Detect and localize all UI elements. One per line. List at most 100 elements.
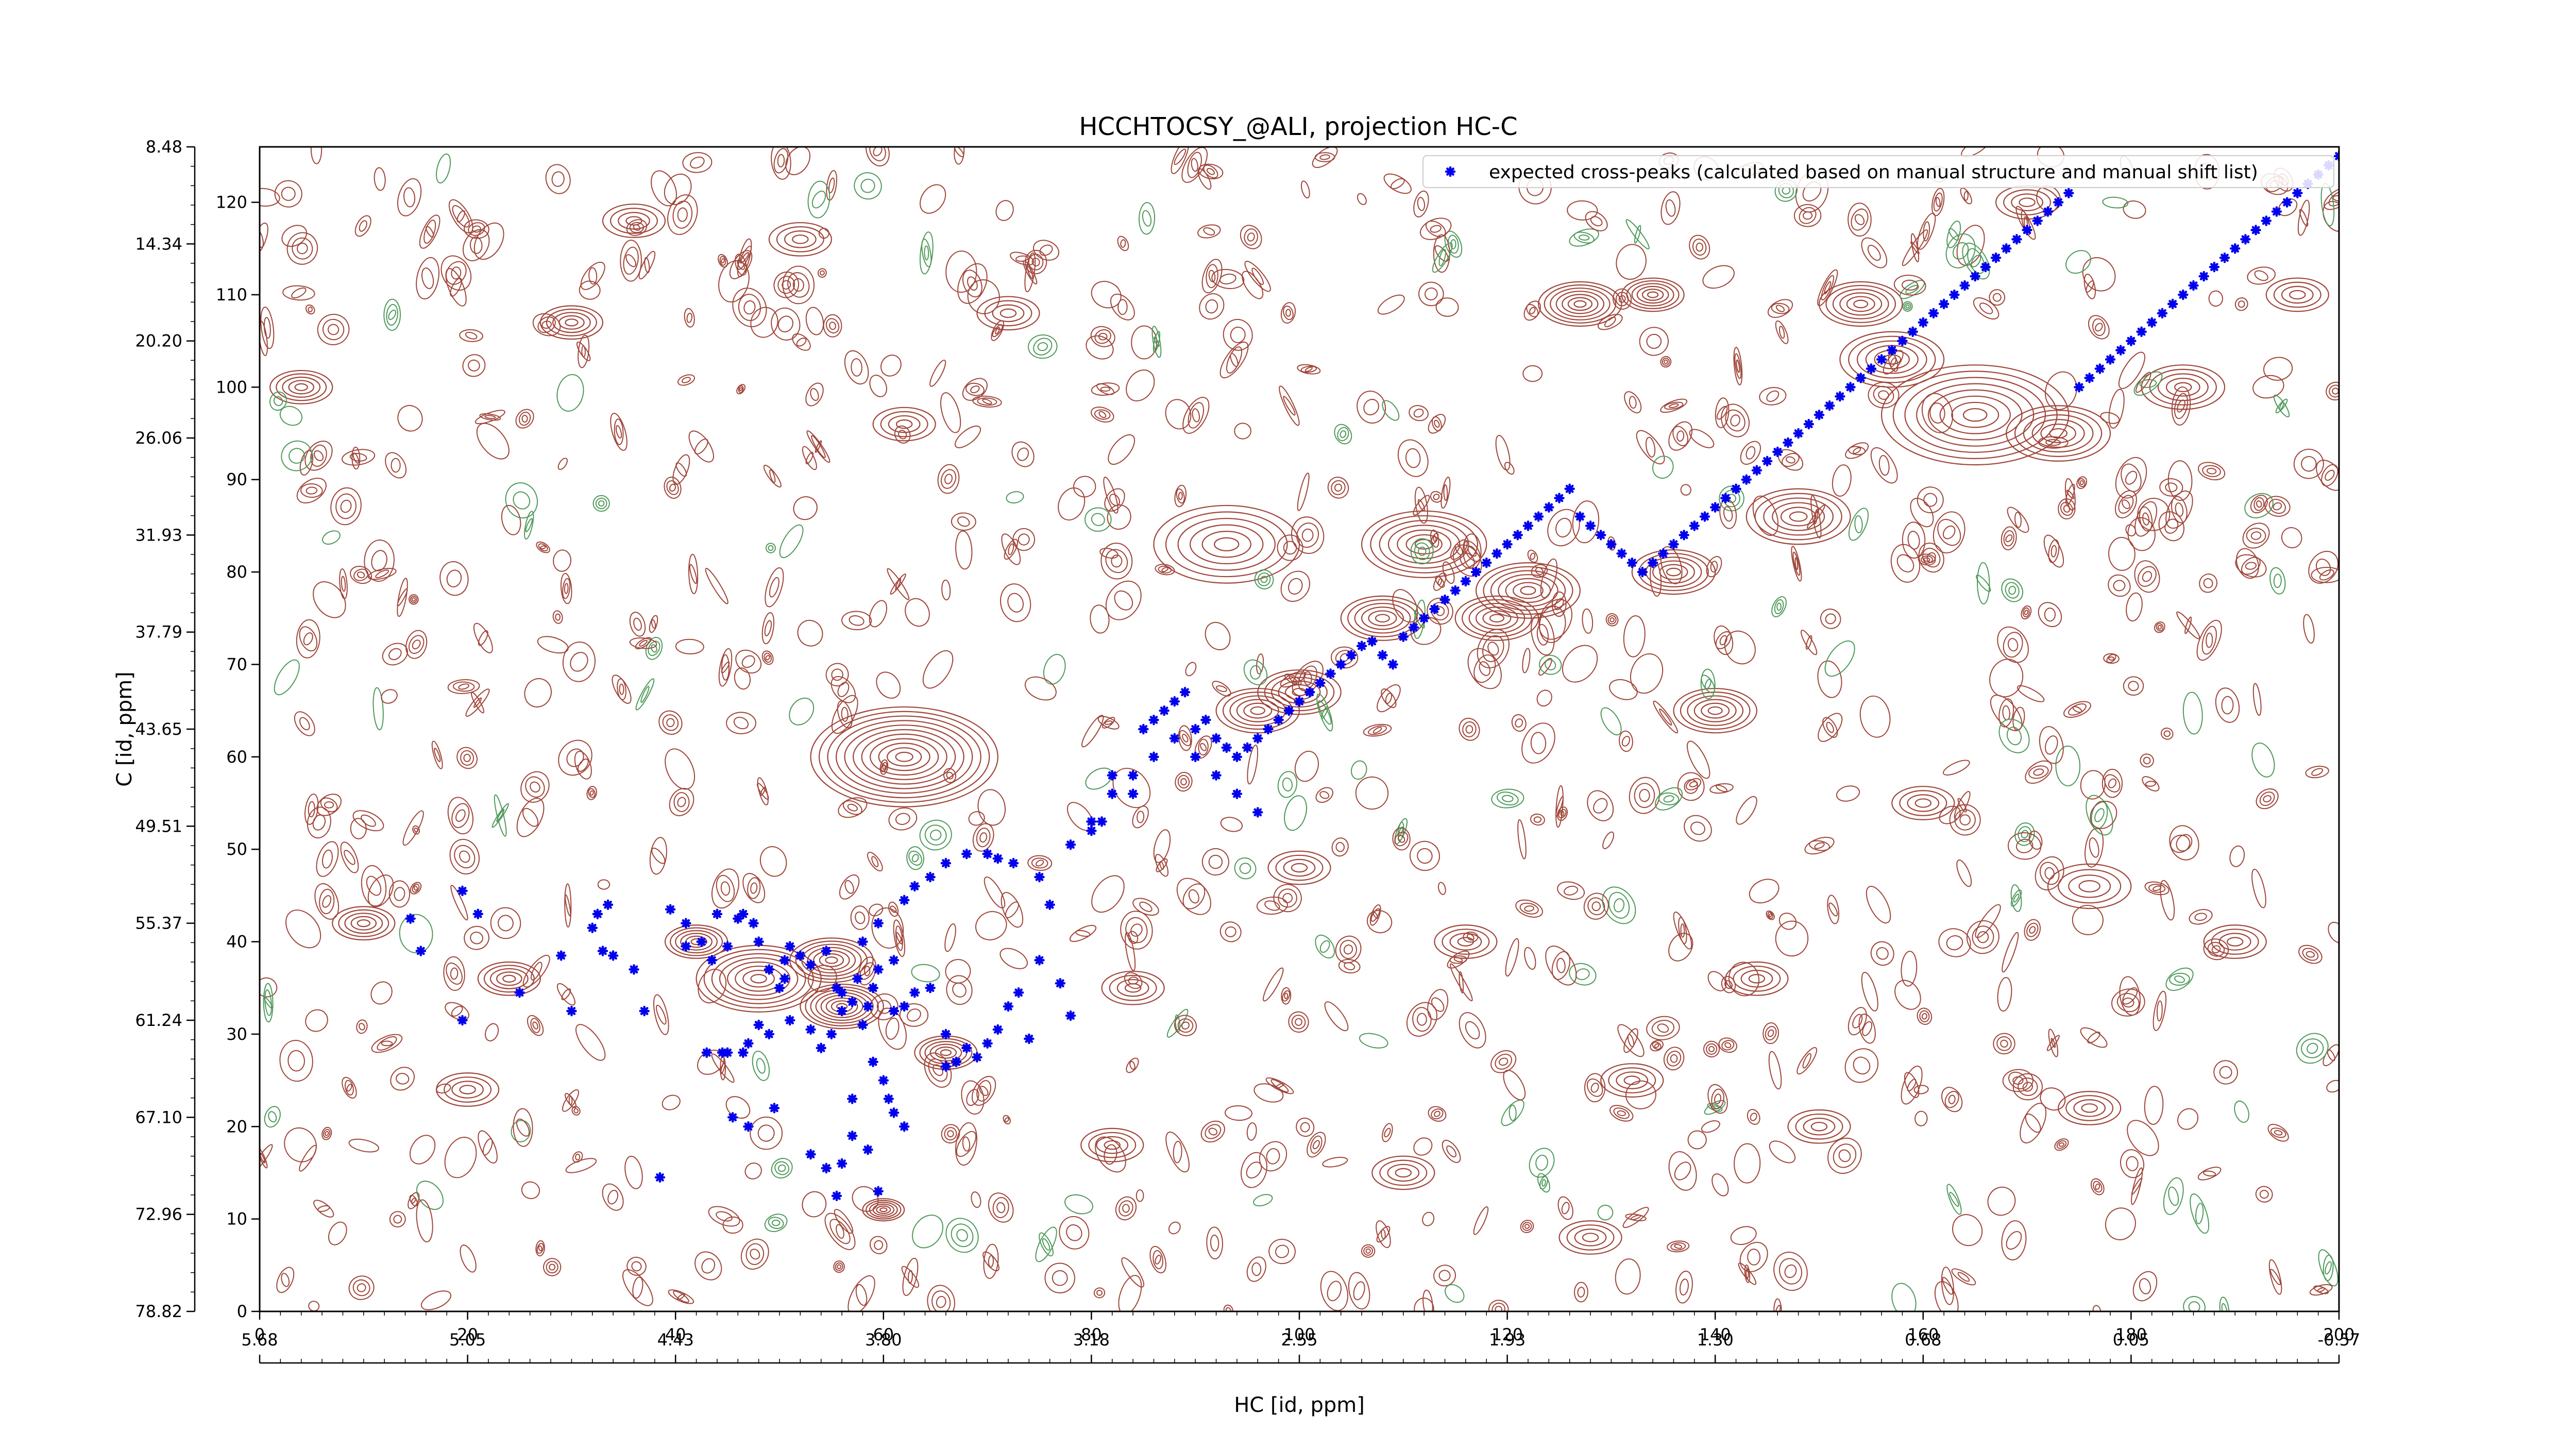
contour-ring	[1600, 1063, 1664, 1098]
positive-contour	[462, 354, 486, 377]
positive-contour	[1873, 385, 1894, 405]
cross-peak-marker	[883, 1093, 894, 1104]
marker-core	[605, 902, 611, 907]
positive-contour	[1109, 494, 1121, 507]
positive-contour	[1361, 1244, 1376, 1258]
negative-contour	[1175, 1014, 1181, 1032]
positive-contour	[1104, 720, 1113, 725]
positive-contour	[836, 1224, 844, 1239]
marker-core	[798, 953, 803, 958]
contour-ring	[895, 419, 913, 429]
positive-contour	[1363, 1246, 1374, 1256]
positive-contour	[2038, 602, 2062, 628]
positive-contour	[588, 267, 598, 285]
marker-core	[1962, 283, 1968, 289]
positive-contour	[1805, 635, 1812, 650]
positive-contour	[1934, 1281, 1959, 1311]
positive-contour	[421, 267, 434, 289]
positive-contour	[381, 1040, 393, 1047]
marker-core	[1047, 902, 1053, 907]
contour-ring	[680, 933, 713, 951]
positive-contour	[1714, 1093, 1722, 1105]
marker-core	[2180, 292, 2186, 297]
positive-contour	[1716, 784, 1727, 793]
positive-contour	[1826, 721, 1834, 733]
marker-core	[1172, 699, 1177, 704]
positive-contour	[2090, 1178, 2105, 1195]
positive-contour	[718, 260, 750, 303]
y-ppm-axis: 78.8272.9667.1061.2455.3749.5143.6537.79…	[135, 137, 196, 1321]
positive-contour	[1090, 604, 1110, 634]
positive-contour	[535, 1240, 545, 1257]
negative-contour	[2219, 1296, 2230, 1311]
positive-contour	[1240, 225, 1262, 249]
positive-contour	[324, 801, 334, 808]
positive-contour	[551, 171, 565, 187]
contour-ring	[1891, 786, 1955, 820]
negative-contour	[2300, 1038, 2324, 1058]
positive-contour	[1283, 541, 1297, 555]
positive-contour	[701, 1258, 716, 1274]
cross-peak-marker	[1211, 733, 1222, 744]
marker-core	[1276, 717, 1281, 723]
positive-contour	[1256, 653, 1264, 675]
contour-ring	[1291, 863, 1308, 873]
positive-contour	[352, 1279, 370, 1296]
contour-ring	[1361, 606, 1404, 630]
contour-ring	[1962, 408, 1988, 422]
marker-core	[1182, 689, 1188, 695]
positive-contour	[1008, 543, 1014, 555]
positive-contour	[1234, 423, 1251, 440]
cross-peak-marker	[727, 1112, 738, 1123]
marker-core	[2056, 199, 2061, 205]
positive-contour	[922, 650, 954, 689]
positive-contour	[1804, 836, 1835, 855]
positive-contour	[1327, 477, 1349, 499]
contour-ring	[2081, 1103, 2098, 1113]
positive-contour	[1259, 1141, 1287, 1172]
positive-contour	[1721, 403, 1750, 437]
positive-contour	[920, 184, 946, 214]
positive-contour	[1431, 1108, 1444, 1120]
negative-contour	[807, 180, 831, 218]
marker-core	[1463, 579, 1468, 584]
negative-contour	[2168, 1186, 2179, 1206]
positive-contour	[968, 811, 985, 826]
y-ppm-tick-label: 26.06	[135, 428, 182, 448]
positive-contour	[576, 341, 591, 361]
contour-ring	[1927, 389, 2023, 441]
positive-contour	[1960, 187, 1972, 205]
positive-contour	[382, 643, 408, 666]
positive-contour	[2118, 351, 2145, 389]
positive-contour	[1206, 264, 1218, 289]
positive-contour	[305, 1009, 328, 1032]
positive-contour	[2315, 559, 2331, 576]
positive-contour	[1369, 904, 1381, 926]
cross-peak-marker	[1533, 511, 1544, 522]
positive-contour	[478, 1130, 498, 1164]
cross-peak-marker	[1492, 548, 1502, 559]
contour-ring	[1848, 335, 1936, 383]
negative-contour	[752, 1051, 770, 1081]
marker-core	[1743, 477, 1749, 482]
positive-contour	[711, 868, 739, 909]
positive-contour	[1247, 232, 1255, 242]
marker-core	[1598, 532, 1604, 538]
positive-contour	[1670, 1054, 1678, 1063]
positive-contour	[1914, 1110, 1928, 1126]
positive-contour	[1942, 1276, 1954, 1295]
cross-peak-marker	[1803, 418, 1815, 430]
x-ppm-tick-label: 4.43	[657, 1330, 694, 1350]
marker-core	[865, 1147, 871, 1153]
contour-ring	[1623, 1075, 1640, 1085]
negative-contour	[1945, 233, 1976, 268]
cross-peak-marker	[696, 936, 707, 947]
x-ppm-tick-label: 5.05	[449, 1330, 486, 1350]
positive-contour	[451, 803, 470, 828]
marker-core	[517, 990, 522, 996]
negative-contour	[1496, 791, 1519, 806]
positive-contour	[1394, 831, 1409, 847]
negative-contour	[2094, 808, 2105, 822]
positive-contour	[1368, 725, 1387, 735]
positive-contour	[1433, 572, 1447, 591]
